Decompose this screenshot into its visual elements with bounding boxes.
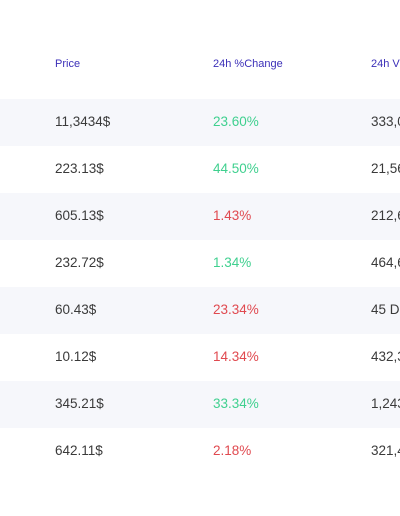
price-cell: 60.43$ [55,302,97,317]
change-cell: 1.43% [213,208,252,223]
price-cell: 10.12$ [55,349,97,364]
table-row[interactable]: 10.12$ 14.34% 432,3 [0,334,400,381]
volume-cell: 45 D [371,302,400,317]
volume-cell: 212,6 [371,208,400,223]
table-row[interactable]: 223.13$ 44.50% 21,56 [0,146,400,193]
volume-cell: 21,56 [371,161,400,176]
table-body: 11,3434$ 23.60% 333,0 223.13$ 44.50% 21,56 605… [0,99,400,475]
volume-cell: 1,243 [371,396,400,411]
price-cell: 642.11$ [55,443,103,458]
column-header-change[interactable]: 24h %Change [213,58,283,70]
volume-cell: 333,0 [371,114,400,129]
price-cell: 11,3434$ [55,114,111,129]
table-row[interactable]: 232.72$ 1.34% 464,6 [0,240,400,287]
change-cell: 44.50% [213,161,259,176]
volume-cell: 432,3 [371,349,400,364]
table-row[interactable]: 60.43$ 23.34% 45 D [0,287,400,334]
change-cell: 1.34% [213,255,252,270]
price-cell: 232.72$ [55,255,104,270]
table-row[interactable]: 605.13$ 1.43% 212,6 [0,193,400,240]
change-cell: 2.18% [213,443,252,458]
change-cell: 23.60% [213,114,259,129]
volume-cell: 464,6 [371,255,400,270]
volume-cell: 321,4 [371,443,400,458]
table-row[interactable]: 642.11$ 2.18% 321,4 [0,428,400,475]
table-row[interactable]: 345.21$ 33.34% 1,243 [0,381,400,428]
price-cell: 223.13$ [55,161,104,176]
change-cell: 33.34% [213,396,259,411]
table-header: Price 24h %Change 24h V [0,52,400,80]
column-header-price[interactable]: Price [55,58,81,70]
column-header-volume[interactable]: 24h V [371,58,400,70]
table-row[interactable]: 11,3434$ 23.60% 333,0 [0,99,400,146]
change-cell: 14.34% [213,349,259,364]
change-cell: 23.34% [213,302,259,317]
price-cell: 345.21$ [55,396,104,411]
price-cell: 605.13$ [55,208,104,223]
